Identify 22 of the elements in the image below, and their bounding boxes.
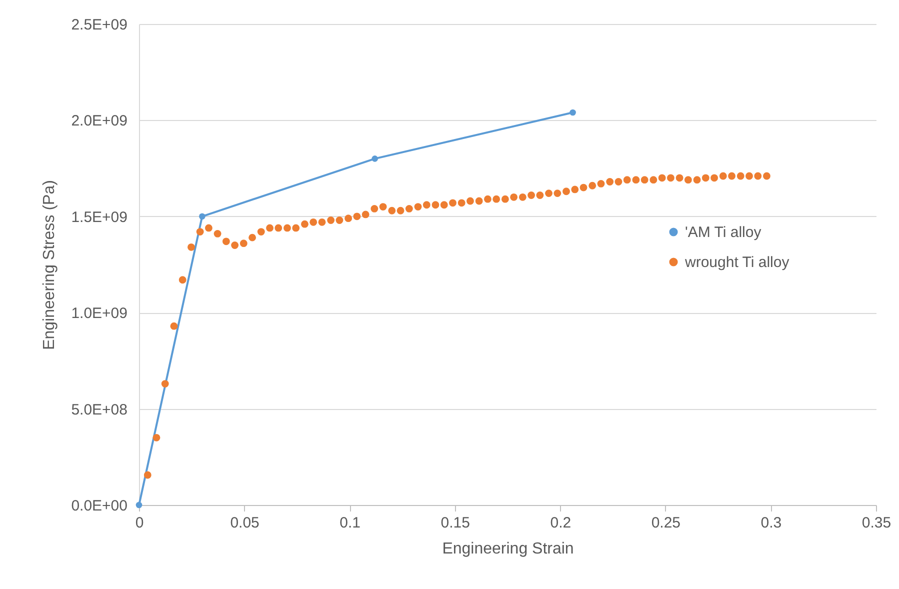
point — [136, 502, 142, 508]
point — [570, 109, 576, 116]
x-axis-title: Engineering Strain — [442, 540, 574, 558]
x-tick-label: 0.25 — [651, 514, 681, 532]
x-tick-label: 0.1 — [340, 514, 360, 532]
legend-label: 'AM Ti alloy — [685, 224, 762, 241]
y-axis-title: Engineering Stress (Pa) — [41, 180, 58, 350]
y-tick-label: 2.0E+09 — [71, 112, 128, 130]
y-tick-label: 2.5E+09 — [71, 16, 128, 34]
y-tick-label: 5.0E+08 — [71, 401, 128, 418]
x-tick-label: 0 — [135, 514, 144, 532]
y-tick-label: 1.5E+09 — [71, 208, 128, 226]
x-tick-label: 0.3 — [760, 514, 782, 532]
x-tick-label: 0.2 — [550, 514, 572, 532]
x-tick-label: 0.15 — [440, 514, 470, 532]
x-tick-label: 0.35 — [862, 514, 892, 532]
point — [199, 213, 206, 220]
legend-label: wrought Ti alloy — [684, 254, 790, 271]
y-tick-label: 1.0E+09 — [71, 305, 128, 322]
y-tick-label: 0.0E+00 — [71, 498, 128, 514]
x-tick-label: 0.05 — [230, 514, 260, 532]
point — [372, 156, 378, 162]
